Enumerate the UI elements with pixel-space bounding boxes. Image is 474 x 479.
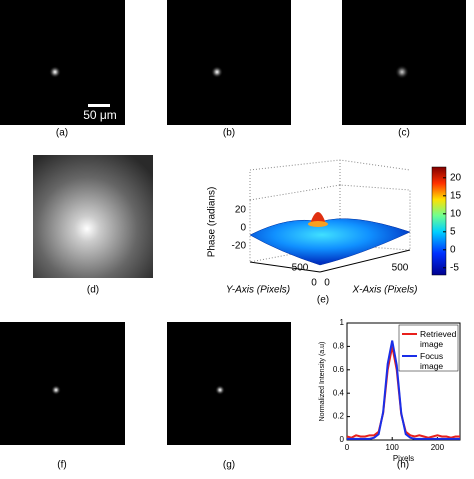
colorbar	[431, 166, 447, 276]
z-label: Phase (radians)	[207, 187, 218, 258]
y-tick-label: 500	[292, 263, 309, 274]
y-tick-label: 1	[340, 318, 345, 327]
panel-label: (f)	[57, 460, 66, 471]
panel-label: (a)	[56, 128, 68, 139]
colorbar-tick-label: 15	[450, 190, 462, 201]
scale-bar	[88, 104, 110, 107]
plot-frame	[346, 322, 461, 441]
x-axis-label: Pixels	[393, 454, 414, 463]
image-d	[33, 155, 153, 278]
surface	[249, 218, 411, 266]
y-tick-label: 0.2	[333, 412, 345, 421]
image-c	[342, 0, 466, 125]
x-tick-label: 500	[392, 263, 409, 274]
x-axis-label: X-Axis (Pixels)	[351, 285, 417, 296]
legend-label: Focus image	[420, 351, 444, 371]
colorbar-tick-label: 5	[450, 226, 456, 237]
y-tick-label: 0.6	[333, 365, 345, 374]
surface-peak	[310, 212, 326, 224]
panel-label: (c)	[398, 128, 410, 139]
spot	[395, 65, 409, 79]
z-tick-label: 20	[235, 205, 247, 216]
y-tick-label: 0.8	[333, 342, 345, 351]
spot	[51, 385, 61, 395]
panel-label: (e)	[317, 295, 329, 306]
x-tick-label: 0	[345, 443, 350, 452]
colorbar-tick-label: 0	[450, 244, 456, 255]
legend-box	[398, 324, 459, 372]
y-tick-label: 0	[311, 278, 317, 289]
panel-label: (d)	[87, 285, 99, 296]
axis	[249, 261, 321, 273]
panel-label: (g)	[223, 460, 235, 471]
spot	[49, 66, 61, 78]
spot	[211, 66, 223, 78]
image-b	[167, 0, 291, 125]
y-tick-label: 0	[340, 435, 345, 444]
x-tick-label: 200	[431, 443, 445, 452]
surface-plot	[249, 159, 411, 263]
x-tick-label: 100	[386, 443, 400, 452]
spot	[215, 385, 225, 395]
image-f	[0, 322, 125, 445]
surface-peak	[308, 221, 328, 227]
axis	[319, 249, 411, 273]
colorbar-tick-label: 10	[450, 208, 462, 219]
colorbar-tick-label: -5	[450, 262, 459, 273]
y-axis-label: Normalized Intensity (a.u)	[319, 342, 326, 422]
panel-label: (b)	[223, 128, 235, 139]
z-tick-label: 0	[240, 223, 246, 234]
surface-box	[249, 159, 411, 200]
x-tick-label: 0	[324, 278, 330, 289]
image-g	[167, 322, 291, 445]
panel-label: (h)	[397, 460, 409, 471]
scale-bar-label: 50 μm	[83, 108, 117, 122]
y-tick-label: 0.4	[333, 388, 345, 397]
line	[347, 340, 460, 440]
y-axis-label: Y-Axis (Pixels)	[226, 285, 290, 296]
legend-label: Retrieved image	[420, 329, 457, 349]
z-tick-label: -20	[232, 241, 247, 252]
colorbar-tick-label: 20	[450, 172, 462, 183]
